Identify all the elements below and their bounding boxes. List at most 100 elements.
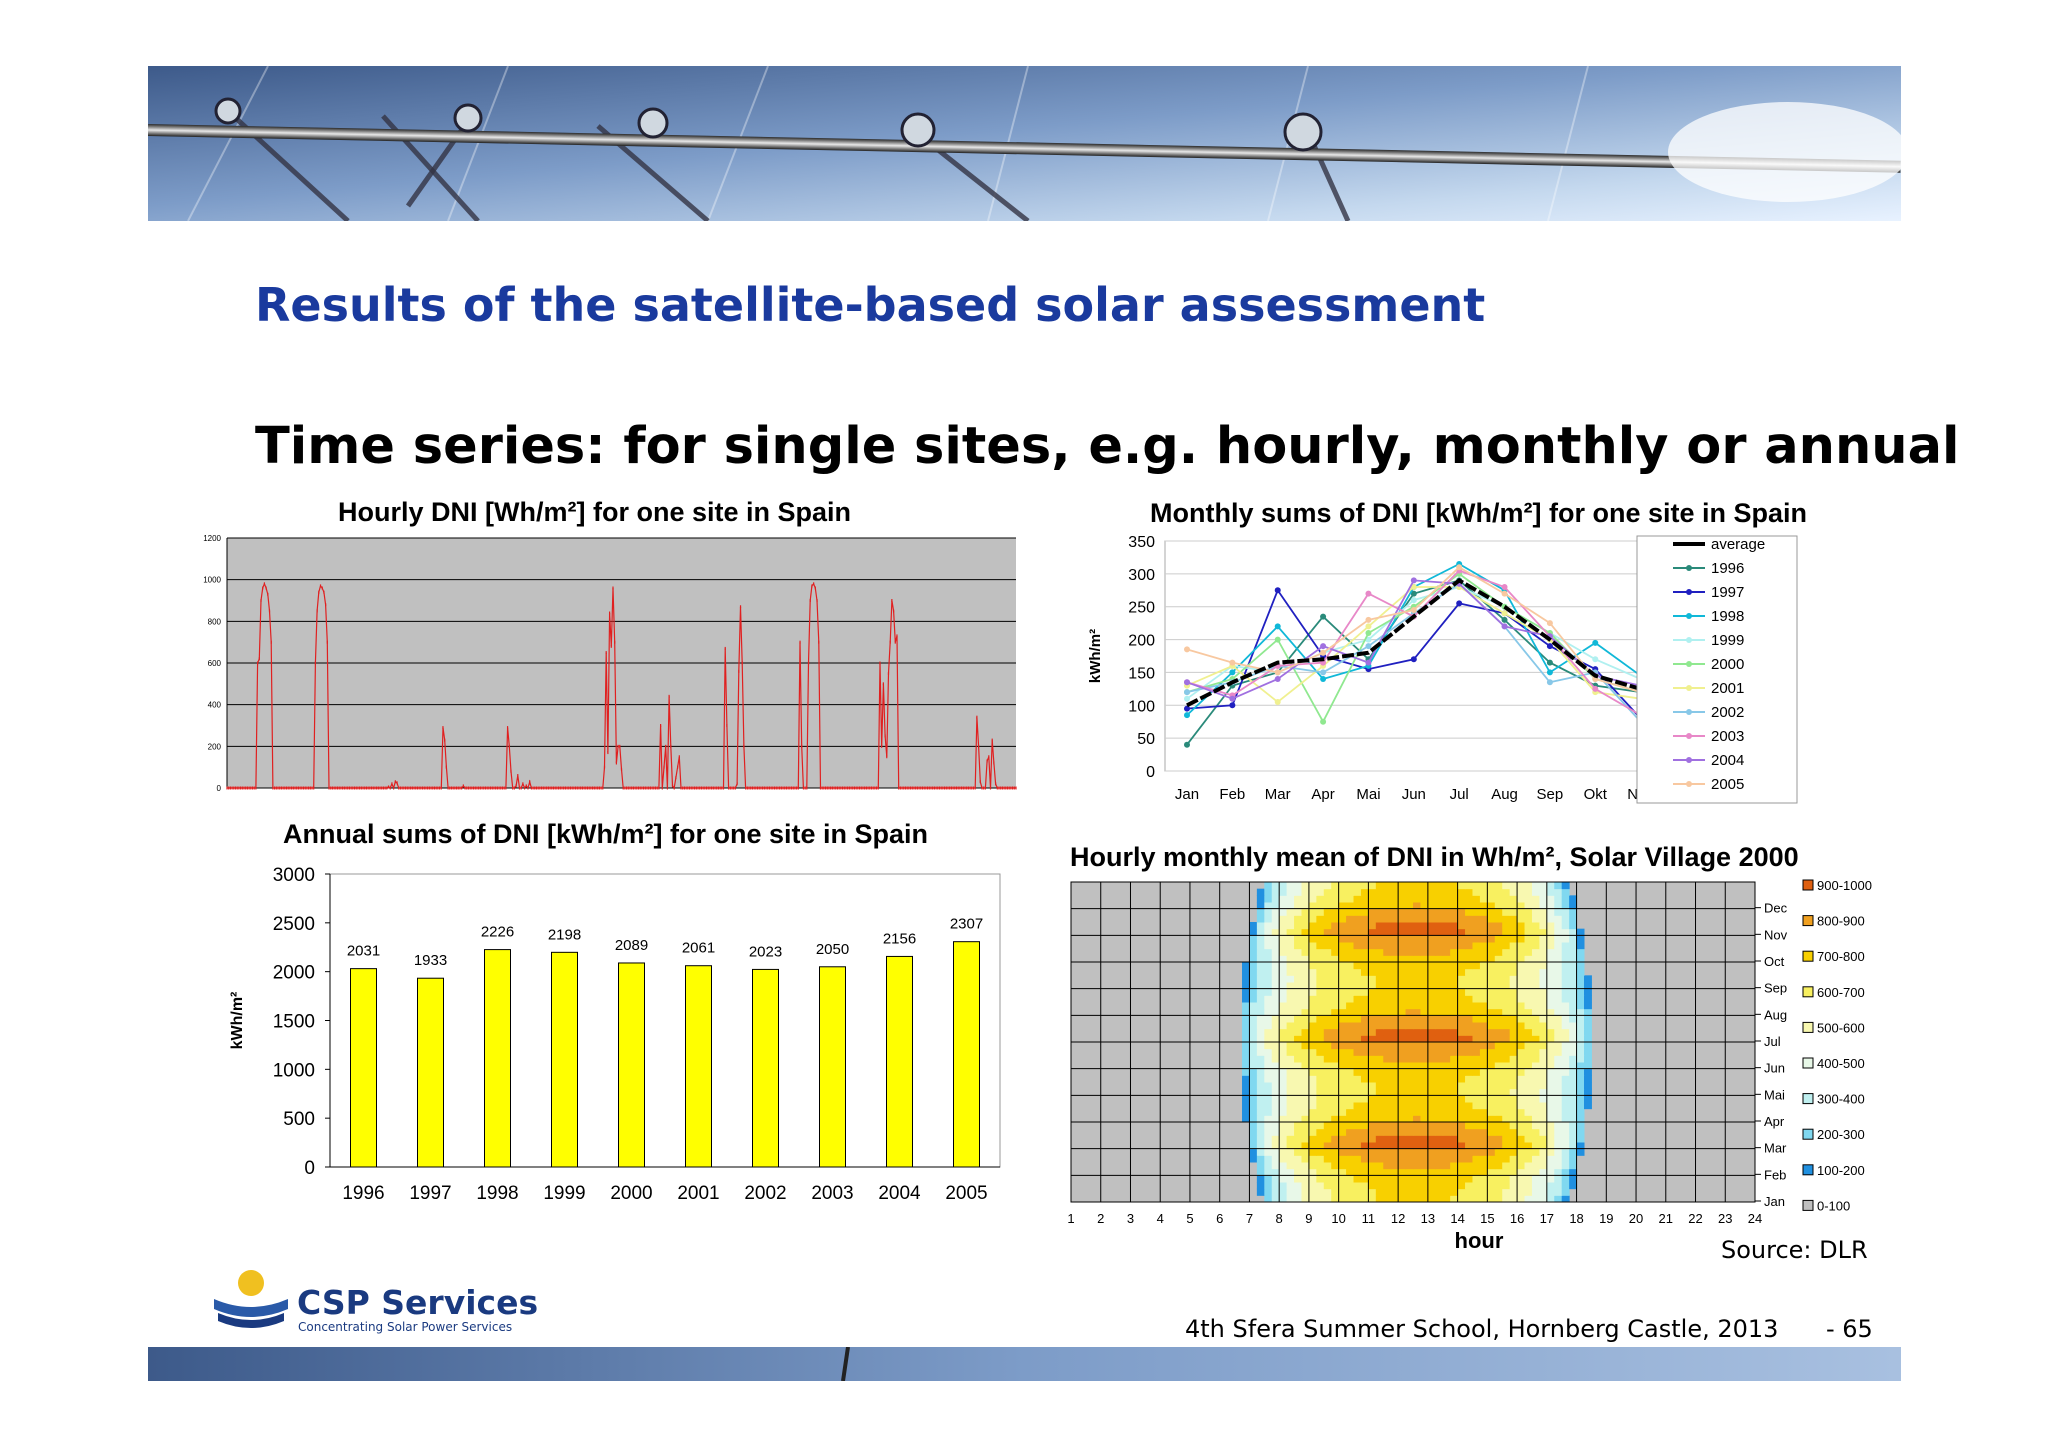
contour-cell <box>1554 928 1563 936</box>
contour-cell <box>1413 1028 1421 1036</box>
contour-cell <box>1531 1188 1540 1196</box>
contour-cell <box>1398 1015 1407 1023</box>
contour-cell <box>1487 1142 1496 1150</box>
contour-cell <box>1561 955 1570 963</box>
contour-cell <box>1279 962 1288 970</box>
contour-cell <box>1375 1135 1384 1143</box>
contour-cell <box>1531 1075 1540 1083</box>
contour-cell <box>1546 955 1555 963</box>
contour-cell <box>1323 1055 1332 1063</box>
contour-cell <box>1346 1188 1355 1196</box>
contour-cell <box>1413 1042 1421 1050</box>
contour-cell <box>1368 1182 1377 1190</box>
contour-cell <box>1242 975 1250 983</box>
contour-cell <box>1398 1135 1407 1143</box>
contour-cell <box>1517 1122 1526 1130</box>
contour-cell <box>1360 1082 1369 1090</box>
contour-cell <box>1517 1088 1526 1096</box>
contour-cell <box>1435 988 1444 996</box>
x-tick-label: 2 <box>1097 1211 1104 1226</box>
contour-cell <box>1249 1015 1258 1023</box>
data-point <box>943 786 946 790</box>
contour-cell <box>1323 1102 1332 1110</box>
contour-cell <box>1249 1082 1258 1090</box>
contour-cell <box>1323 1188 1332 1196</box>
data-point <box>799 640 801 644</box>
contour-cell <box>1308 1068 1317 1076</box>
contour-cell <box>1554 1115 1563 1123</box>
contour-cell <box>1256 982 1265 990</box>
contour-cell <box>1264 1168 1273 1176</box>
contour-cell <box>1494 1188 1503 1196</box>
contour-cell <box>1465 948 1473 956</box>
contour-cell <box>1360 1095 1369 1103</box>
contour-cell <box>1413 1128 1421 1136</box>
contour-cell <box>1561 982 1570 990</box>
contour-cell <box>1524 1075 1533 1083</box>
contour-cell <box>1301 942 1310 950</box>
contour-cell <box>1502 1002 1511 1010</box>
contour-cell <box>1450 1022 1459 1030</box>
contour-cell <box>1383 1088 1392 1096</box>
contour-cell <box>1294 895 1302 903</box>
contour-cell <box>1279 1068 1288 1076</box>
data-point <box>345 786 347 790</box>
contour-cell <box>1353 995 1362 1003</box>
data-point <box>1546 620 1553 627</box>
data-point <box>425 786 427 790</box>
contour-cell <box>1531 1102 1540 1110</box>
contour-cell <box>1249 962 1258 970</box>
contour-cell <box>1427 968 1436 976</box>
contour-cell <box>1509 1108 1518 1116</box>
contour-cell <box>1271 1108 1280 1116</box>
contour-cell <box>1457 1062 1466 1070</box>
contour-cell <box>1494 1122 1503 1130</box>
data-point <box>418 786 420 790</box>
y-tick-label: Mai <box>1764 1087 1785 1102</box>
contour-cell <box>1524 1122 1533 1130</box>
contour-cell <box>1554 995 1563 1003</box>
contour-cell <box>1264 1042 1273 1050</box>
contour-cell <box>1264 1195 1273 1203</box>
legend-label: 500-600 <box>1817 1020 1865 1035</box>
contour-cell <box>1479 1122 1488 1130</box>
data-point <box>772 786 774 790</box>
contour-cell <box>1375 1102 1384 1110</box>
contour-cell <box>1331 1182 1340 1190</box>
contour-cell <box>1502 1048 1511 1056</box>
contour-cell <box>1405 1075 1414 1083</box>
contour-cell <box>1450 1162 1459 1170</box>
data-point <box>830 786 832 790</box>
contour-cell <box>1457 882 1466 890</box>
contour-cell <box>1546 1142 1555 1150</box>
data-point <box>816 599 818 602</box>
contour-cell <box>1554 948 1563 956</box>
contour-cell <box>1271 1022 1280 1030</box>
data-point <box>930 786 932 790</box>
contour-cell <box>1338 942 1347 950</box>
contour-cell <box>1576 975 1585 983</box>
contour-cell <box>1576 1108 1585 1116</box>
data-point <box>581 786 583 790</box>
contour-cell <box>1353 955 1362 963</box>
contour-cell <box>1308 995 1317 1003</box>
contour-cell <box>1442 1135 1451 1143</box>
legend-marker <box>1686 757 1692 763</box>
x-tick-label: 5 <box>1186 1211 1193 1226</box>
contour-cell <box>1442 1168 1451 1176</box>
contour-cell <box>1242 968 1250 976</box>
contour-cell <box>1279 1088 1288 1096</box>
contour-cell <box>1413 1175 1421 1183</box>
contour-cell <box>1338 1075 1347 1083</box>
contour-cell <box>1450 1175 1459 1183</box>
contour-cell <box>1286 1015 1295 1023</box>
data-point <box>862 786 864 790</box>
x-tick-label: 22 <box>1688 1211 1702 1226</box>
contour-cell <box>1405 975 1414 983</box>
contour-cell <box>1390 982 1399 990</box>
contour-cell <box>1569 968 1578 976</box>
contour-cell <box>1442 1162 1451 1170</box>
contour-cell <box>1279 1168 1288 1176</box>
legend-item: 2002 <box>1673 704 1744 721</box>
contour-cell <box>1294 948 1302 956</box>
